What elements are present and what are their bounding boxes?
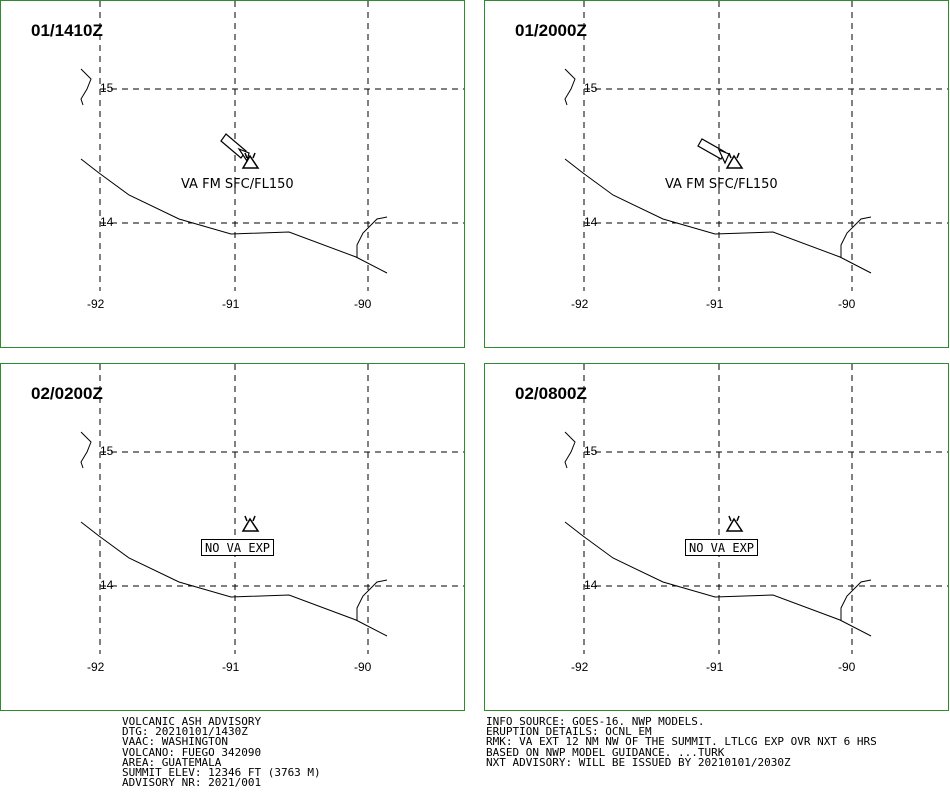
no-va-expected-box: NO VA EXP [201, 539, 275, 556]
lon-label-91: -91 [706, 660, 724, 674]
advisory-title: VOLCANIC ASH ADVISORY [122, 715, 262, 728]
advisory-guidance: BASED ON NWP MODEL GUIDANCE. ...TURK [486, 745, 725, 759]
advisory-number: ADVISORY NR: 2021/001 [122, 776, 262, 790]
volcano-triangle-icon [241, 515, 260, 532]
volcano-triangle-icon [241, 152, 260, 169]
lat-label-14: 14 [100, 215, 114, 229]
advisory-dtg: DTG: 20210101/1430Z [122, 725, 248, 739]
ash-direction-arrow-icon [220, 133, 250, 163]
lon-label-92: -92 [571, 297, 589, 311]
lat-label-14: 14 [584, 215, 598, 229]
map-panel-2: 01/2000Z VA FM SFC/FL150 15 14 -92 -91 -… [484, 0, 949, 348]
lat-label-15: 15 [584, 444, 598, 458]
advisory-volcano: VOLCANO: FUEGO 342090 [122, 745, 262, 759]
lon-label-92: -92 [87, 297, 105, 311]
lon-label-90: -90 [838, 660, 856, 674]
panel-time-label: 02/0200Z [31, 384, 103, 403]
map-panel-4: 02/0800Z NO VA EXP 15 14 -92 -91 -90 [484, 363, 949, 711]
advisory-left-block: VOLCANIC ASH ADVISORY DTG: 20210101/1430… [122, 715, 321, 790]
panel-time-label: 02/0800Z [515, 384, 587, 403]
lon-label-92: -92 [87, 660, 105, 674]
map-panel-1: 01/1410Z VA FM SFC/FL150 15 14 -92 -91 -… [0, 0, 465, 348]
ash-extent-label: VA FM SFC/FL150 [665, 177, 778, 192]
no-va-expected-box: NO VA EXP [685, 539, 759, 556]
advisory-info-source: INFO SOURCE: GOES-16. NWP MODELS. [486, 715, 705, 728]
map-3 [80, 364, 464, 654]
advisory-remarks: RMK: VA EXT 12 NM NW OF THE SUMMIT. LTLC… [486, 735, 877, 749]
map-1 [80, 1, 464, 291]
map-panel-3: 02/0200Z NO VA EXP 15 14 -92 -91 -90 [0, 363, 465, 711]
lon-label-90: -90 [838, 297, 856, 311]
map-4 [564, 364, 948, 654]
advisory-eruption-details: ERUPTION DETAILS: OCNL EM [486, 725, 652, 739]
lat-label-14: 14 [584, 578, 598, 592]
advisory-next: NXT ADVISORY: WILL BE ISSUED BY 20210101… [486, 755, 791, 769]
map-2 [564, 1, 948, 291]
lon-label-90: -90 [354, 297, 372, 311]
volcano-triangle-icon [725, 152, 744, 169]
lat-label-15: 15 [100, 444, 114, 458]
lat-label-15: 15 [100, 81, 114, 95]
volcano-triangle-icon [725, 515, 744, 532]
lon-label-92: -92 [571, 660, 589, 674]
panel-time-label: 01/1410Z [31, 21, 103, 40]
lon-label-90: -90 [354, 660, 372, 674]
lat-label-14: 14 [100, 578, 114, 592]
advisory-vaac: VAAC: WASHINGTON [122, 735, 228, 749]
ash-direction-arrow-icon [697, 138, 730, 165]
advisory-area: AREA: GUATEMALA [122, 755, 222, 769]
advisory-right-block: INFO SOURCE: GOES-16. NWP MODELS. ERUPTI… [486, 715, 877, 769]
ash-extent-label: VA FM SFC/FL150 [181, 177, 294, 192]
lon-label-91: -91 [222, 660, 240, 674]
lon-label-91: -91 [706, 297, 724, 311]
advisory-summit-elev: SUMMIT ELEV: 12346 FT (3763 M) [122, 766, 321, 780]
lon-label-91: -91 [222, 297, 240, 311]
panel-time-label: 01/2000Z [515, 21, 587, 40]
lat-label-15: 15 [584, 81, 598, 95]
